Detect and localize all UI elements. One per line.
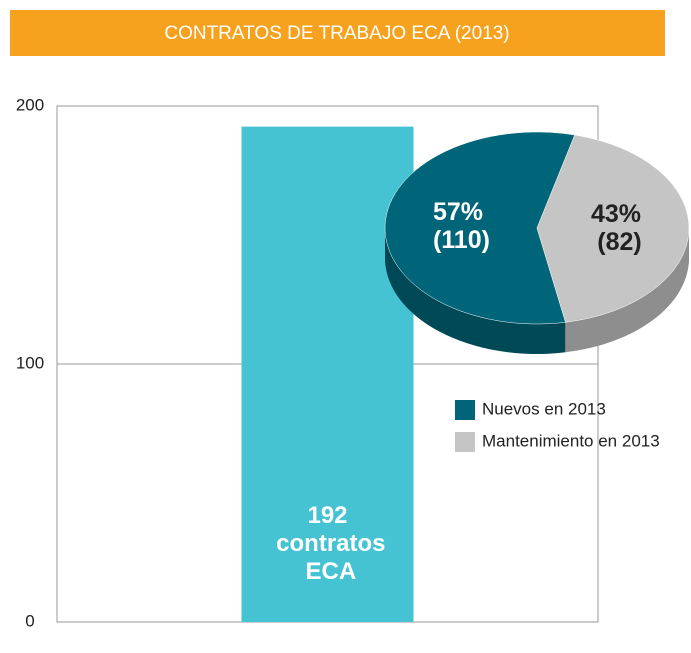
- y-tick-label: 100: [16, 353, 44, 372]
- pie-value-label: 43% (82): [590, 199, 641, 255]
- y-tick-label: 200: [16, 95, 44, 114]
- title-bar: [10, 10, 665, 56]
- legend-label: Mantenimiento en 2013: [482, 431, 660, 450]
- legend-label: Nuevos en 2013: [482, 399, 606, 418]
- pie-slice: [384, 131, 576, 325]
- pie-slice: [536, 134, 690, 323]
- legend-swatch: [455, 400, 475, 420]
- bar: [241, 126, 414, 622]
- pie-value-label: 57% (110): [426, 198, 490, 254]
- y-tick-label: 0: [25, 611, 34, 630]
- chart-title: CONTRATOS DE TRABAJO ECA (2013): [164, 23, 509, 44]
- bar-value-label: 192 contratos ECA: [269, 502, 385, 585]
- legend-swatch: [455, 432, 475, 452]
